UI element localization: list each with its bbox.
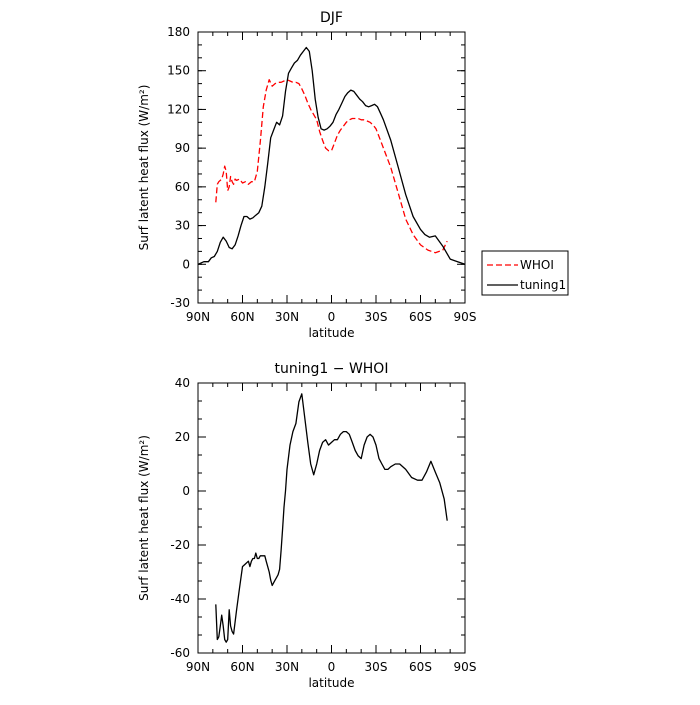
x-axis-label: latitude bbox=[308, 326, 354, 340]
x-tick-label: 90S bbox=[454, 660, 477, 674]
legend-box bbox=[481, 250, 569, 296]
y-tick-label: 20 bbox=[175, 430, 190, 444]
x-tick-label: 90N bbox=[186, 660, 210, 674]
y-tick-label: 0 bbox=[182, 484, 190, 498]
series-line-difference bbox=[215, 393, 448, 643]
x-tick-label: 30S bbox=[365, 310, 388, 324]
chart-title: tuning1 − WHOI bbox=[275, 361, 389, 377]
legend-label-whoi: WHOI bbox=[520, 258, 554, 272]
plot-frame bbox=[197, 382, 466, 654]
x-tick-label: 30S bbox=[365, 660, 388, 674]
legend: WHOI tuning1 bbox=[481, 250, 569, 296]
y-tick-label: 180 bbox=[167, 25, 190, 39]
x-tick-label: 0 bbox=[328, 310, 336, 324]
series-line-tuning1 bbox=[197, 46, 466, 265]
y-tick-label: 60 bbox=[175, 180, 190, 194]
x-tick-label: 30N bbox=[275, 310, 299, 324]
x-tick-label: 0 bbox=[328, 660, 336, 674]
y-tick-label: -40 bbox=[170, 592, 190, 606]
chart-panel-1: DJF 90N 60N 30N 0 30S 60S 90S latitude -30 0 30 60 90… bbox=[137, 10, 569, 340]
y-tick-label: -20 bbox=[170, 538, 190, 552]
x-tick-label: 60N bbox=[230, 660, 254, 674]
y-tick-label: 0 bbox=[182, 257, 190, 271]
x-tick-label: 60N bbox=[230, 310, 254, 324]
y-tick-label: -30 bbox=[170, 296, 190, 310]
x-tick-label: 30N bbox=[275, 660, 299, 674]
series-line-whoi bbox=[215, 79, 448, 254]
x-tick-label: 60S bbox=[409, 310, 432, 324]
y-tick-label: 40 bbox=[175, 376, 190, 390]
legend-label-tuning1: tuning1 bbox=[520, 278, 566, 292]
y-tick-label: 150 bbox=[167, 64, 190, 78]
x-tick-label: 60S bbox=[409, 660, 432, 674]
y-axis-label: Surf latent heat flux (W/m²) bbox=[137, 435, 151, 601]
x-axis-label: latitude bbox=[308, 676, 354, 690]
x-tick-label: 90S bbox=[454, 310, 477, 324]
chart-panel-2: tuning1 − WHOI 90N 60N 30N 0 30S 60S 90S latitud… bbox=[137, 361, 476, 690]
y-tick-label: 30 bbox=[175, 219, 190, 233]
plot-frame bbox=[197, 31, 466, 304]
y-tick-label: -60 bbox=[170, 646, 190, 660]
y-tick-label: 90 bbox=[175, 141, 190, 155]
y-tick-label: 120 bbox=[167, 102, 190, 116]
chart-title: DJF bbox=[320, 10, 343, 26]
x-tick-label: 90N bbox=[186, 310, 210, 324]
y-axis-label: Surf latent heat flux (W/m²) bbox=[137, 85, 151, 251]
